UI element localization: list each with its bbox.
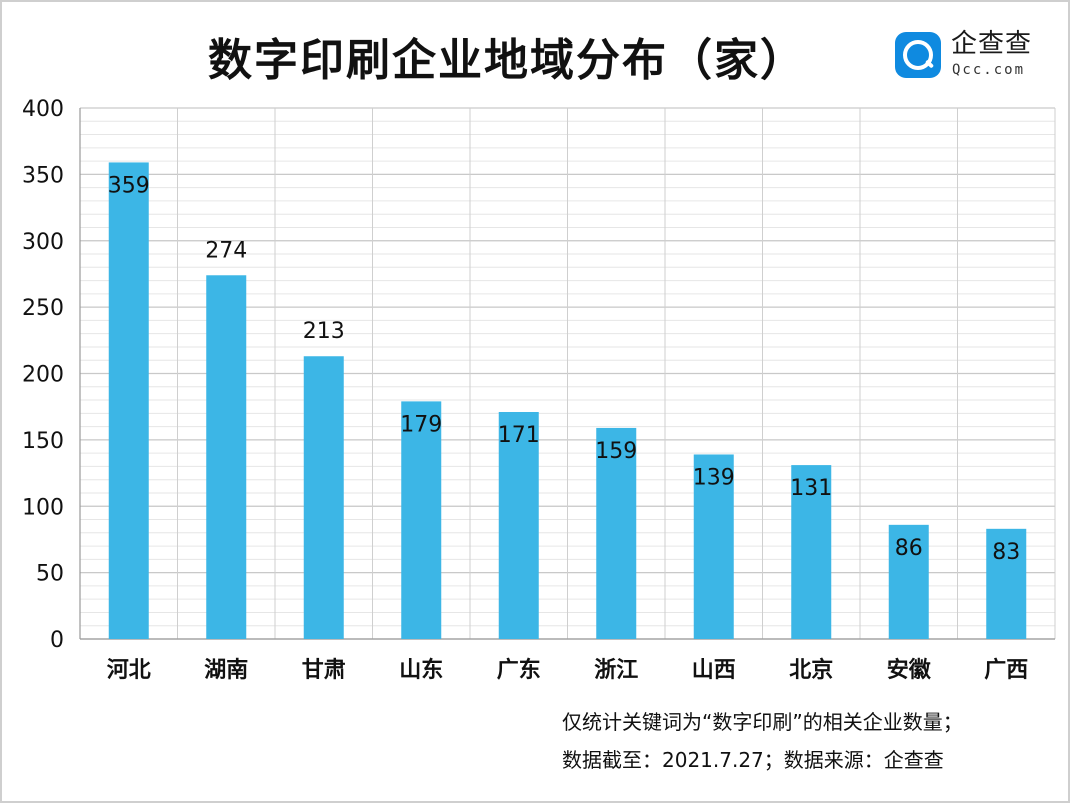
x-tick-label: 广西 <box>984 657 1028 683</box>
data-label: 274 <box>205 238 247 263</box>
x-tick-label: 浙江 <box>594 658 638 683</box>
footnote-source: 数据截至：2021.7.27；数据来源：企查查 <box>562 748 944 772</box>
bar <box>206 275 247 639</box>
bar <box>693 454 734 639</box>
bar <box>498 411 539 639</box>
data-label: 83 <box>992 540 1020 565</box>
x-tick-label: 河北 <box>107 658 151 683</box>
data-label: 139 <box>693 465 735 490</box>
x-tick-label: 甘肃 <box>302 657 346 683</box>
data-label: 131 <box>790 476 832 501</box>
x-tick-label: 安徽 <box>887 657 932 683</box>
bar <box>596 427 637 639</box>
y-tick-label: 300 <box>22 230 64 255</box>
y-tick-label: 50 <box>36 562 64 587</box>
qcc-logo: 企查查 Qcc.com <box>895 29 1045 81</box>
bar <box>108 162 149 640</box>
logo-domain: Qcc.com <box>952 62 1026 78</box>
bar-chart: 0 50 100 150 200 250 300 350 400 359 河北 274 湖南 213 甘肃 1… <box>22 97 1056 683</box>
y-tick-label: 100 <box>22 495 64 520</box>
y-tick-label: 0 <box>50 628 64 653</box>
data-label: 159 <box>595 439 637 464</box>
y-tick-label: 150 <box>22 429 64 454</box>
data-label: 213 <box>303 319 345 344</box>
data-label: 86 <box>895 536 923 561</box>
y-tick-label: 250 <box>22 296 64 321</box>
data-label: 179 <box>400 412 442 437</box>
bar <box>888 524 929 639</box>
y-tick-label: 400 <box>22 97 64 122</box>
x-tick-label: 广东 <box>497 657 541 683</box>
bar <box>303 356 344 639</box>
qcc-search-icon <box>895 32 941 78</box>
y-tick-label: 350 <box>22 163 64 188</box>
x-tick-label: 山西 <box>692 658 736 683</box>
chart-title: 数字印刷企业地域分布（家） <box>208 35 806 86</box>
data-label: 171 <box>498 423 540 448</box>
bar <box>986 528 1027 639</box>
x-tick-label: 山东 <box>399 657 443 683</box>
x-tick-label: 湖南 <box>204 658 248 683</box>
bar <box>401 401 442 639</box>
footnote-scope: 仅统计关键词为“数字印刷”的相关企业数量； <box>562 710 963 734</box>
data-label: 359 <box>108 173 150 198</box>
bar <box>791 465 832 639</box>
logo-name: 企查查 <box>951 29 1033 59</box>
x-tick-label: 北京 <box>789 657 833 683</box>
y-tick-label: 200 <box>22 363 64 388</box>
